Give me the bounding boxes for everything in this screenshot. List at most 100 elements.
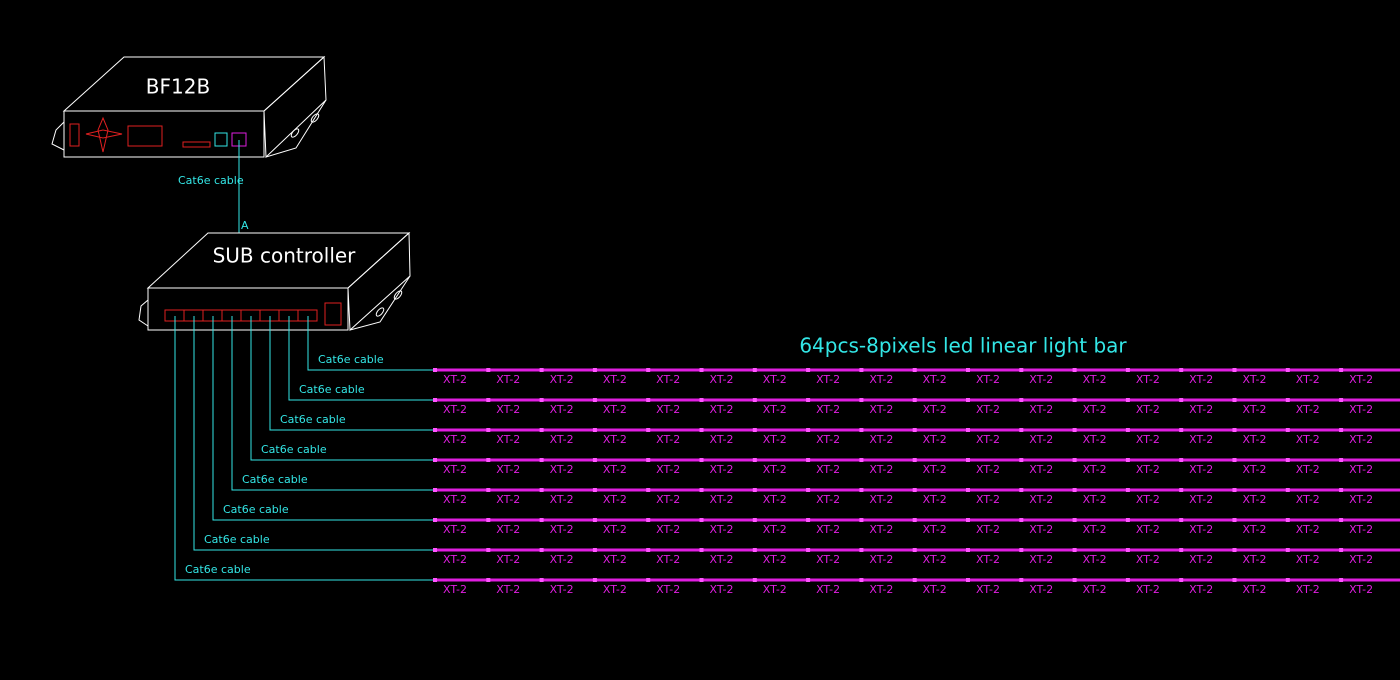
bar-label: XT-2 (709, 433, 733, 446)
bar-joint (699, 368, 704, 372)
bar-label: XT-2 (1296, 553, 1320, 566)
bar-joint (539, 458, 544, 462)
cable (307, 316, 435, 371)
bar-joint (752, 488, 757, 492)
bar-joint (646, 488, 651, 492)
cable (231, 316, 435, 491)
bar-joint (433, 518, 437, 522)
bar-joint (912, 518, 917, 522)
bar-joint (433, 458, 437, 462)
bar-label: XT-2 (656, 583, 680, 596)
bar-joint (486, 548, 491, 552)
bar-joint (1125, 518, 1130, 522)
bar-joint (1019, 578, 1024, 582)
bar-joint (1285, 398, 1290, 402)
bar-joint (592, 428, 597, 432)
bar-joint (859, 548, 864, 552)
bar-label: XT-2 (1029, 493, 1053, 506)
bar-label: XT-2 (443, 553, 467, 566)
cable-label: Cat6e cable (242, 473, 308, 486)
bar-label: XT-2 (1242, 373, 1266, 386)
bar-label: XT-2 (709, 523, 733, 536)
bar-label: XT-2 (763, 403, 787, 416)
bar-label: XT-2 (1296, 523, 1320, 536)
bar-label: XT-2 (656, 553, 680, 566)
bar-label: XT-2 (763, 553, 787, 566)
bar-joint (966, 428, 970, 432)
bar-label: XT-2 (1029, 583, 1053, 596)
bar-joint (806, 578, 811, 582)
bar-label: XT-2 (816, 583, 840, 596)
bar-label: XT-2 (496, 403, 520, 416)
bar-joint (1072, 428, 1077, 432)
bar-label: XT-2 (1349, 373, 1373, 386)
bar-label: XT-2 (1349, 583, 1373, 596)
bar-label: XT-2 (1189, 583, 1213, 596)
bar-label: XT-2 (816, 523, 840, 536)
bar-joint (806, 428, 811, 432)
bar-joint (1232, 548, 1237, 552)
bar-label: XT-2 (1136, 403, 1160, 416)
bar-joint (1285, 488, 1290, 492)
cable-label: Cat6e cable (299, 383, 365, 396)
bar-joint (1072, 548, 1077, 552)
bar-joint (1339, 548, 1344, 552)
bar-joint (1179, 368, 1184, 372)
bar-joint (859, 368, 864, 372)
bar-joint (1072, 488, 1077, 492)
bar-joint (486, 398, 491, 402)
bar-joint (966, 458, 970, 462)
bar-joint (806, 488, 811, 492)
bar-joint (486, 578, 491, 582)
bar-label: XT-2 (1136, 553, 1160, 566)
bar-label: XT-2 (976, 433, 1000, 446)
bar-joint (1232, 428, 1237, 432)
bar-joint (1072, 578, 1077, 582)
bar-label: XT-2 (1189, 463, 1213, 476)
bar-label: XT-2 (603, 403, 627, 416)
bar-joint (859, 428, 864, 432)
bar-label: XT-2 (869, 583, 893, 596)
bar-label: XT-2 (816, 373, 840, 386)
cable (288, 316, 435, 401)
bar-label: XT-2 (603, 553, 627, 566)
bar-joint (1019, 458, 1024, 462)
bar-joint (752, 578, 757, 582)
bar-joint (1285, 518, 1290, 522)
bar-joint (592, 518, 597, 522)
bar-joint (912, 368, 917, 372)
bar-joint (592, 398, 597, 402)
bar-label: XT-2 (550, 493, 574, 506)
bar-joint (859, 398, 864, 402)
cable-label: Cat6e cable (204, 533, 270, 546)
cable (174, 316, 435, 581)
bar-joint (966, 518, 970, 522)
bar-label: XT-2 (976, 463, 1000, 476)
bar-joint (806, 368, 811, 372)
bar-label: XT-2 (869, 403, 893, 416)
bar-joint (539, 548, 544, 552)
bar-label: XT-2 (496, 493, 520, 506)
bar-joint (1285, 368, 1290, 372)
bar-label: XT-2 (1083, 433, 1107, 446)
bar-label: XT-2 (816, 553, 840, 566)
bar-label: XT-2 (816, 463, 840, 476)
bar-joint (752, 428, 757, 432)
port-label: A (241, 219, 249, 232)
bar-label: XT-2 (709, 373, 733, 386)
cable-label: Cat6e cable (185, 563, 251, 576)
bar-joint (433, 578, 437, 582)
bar-label: XT-2 (1189, 523, 1213, 536)
bar-label: XT-2 (550, 373, 574, 386)
bar-label: XT-2 (1189, 493, 1213, 506)
bar-joint (1179, 518, 1184, 522)
bar-joint (1285, 428, 1290, 432)
bar-joint (1125, 428, 1130, 432)
bar-joint (1125, 458, 1130, 462)
bar-label: XT-2 (550, 523, 574, 536)
bar-label: XT-2 (1083, 403, 1107, 416)
bar-joint (1339, 428, 1344, 432)
bar-label: XT-2 (1296, 463, 1320, 476)
bar-joint (1179, 548, 1184, 552)
